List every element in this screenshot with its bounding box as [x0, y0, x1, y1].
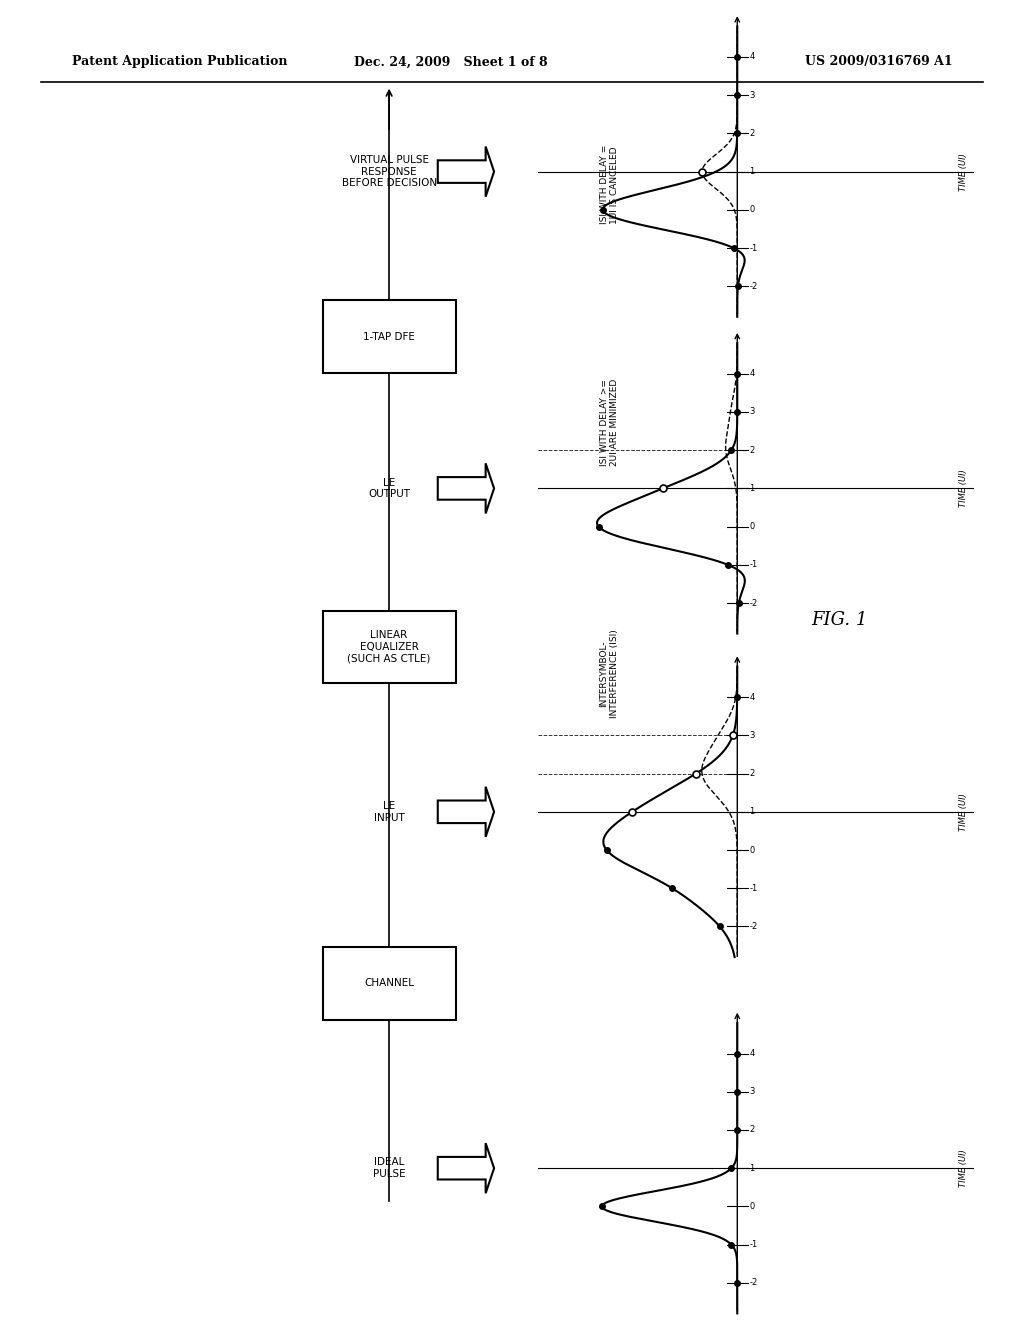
- Text: 1: 1: [750, 484, 755, 492]
- Text: -1: -1: [750, 560, 758, 569]
- Text: 2: 2: [750, 770, 755, 777]
- Polygon shape: [438, 463, 495, 513]
- Text: 3: 3: [750, 731, 755, 741]
- Text: 3: 3: [750, 408, 755, 417]
- Text: 0: 0: [750, 1203, 755, 1210]
- Text: 4: 4: [750, 370, 755, 379]
- Text: ISI WITH DELAY >=
2UI ARE MINIMIZED: ISI WITH DELAY >= 2UI ARE MINIMIZED: [600, 379, 618, 466]
- Polygon shape: [438, 787, 495, 837]
- Text: 0: 0: [750, 523, 755, 531]
- Text: -1: -1: [750, 883, 758, 892]
- Text: CHANNEL: CHANNEL: [365, 978, 414, 989]
- FancyBboxPatch shape: [323, 948, 456, 1019]
- Text: 4: 4: [750, 53, 755, 62]
- Text: 3: 3: [750, 91, 755, 100]
- Text: -1: -1: [750, 243, 758, 252]
- Text: LE
INPUT: LE INPUT: [374, 801, 404, 822]
- Polygon shape: [438, 1143, 495, 1193]
- Text: TIME (UI): TIME (UI): [958, 470, 968, 507]
- Text: 1: 1: [750, 808, 755, 816]
- Text: VIRTUAL PULSE
RESPONSE
BEFORE DECISION: VIRTUAL PULSE RESPONSE BEFORE DECISION: [342, 154, 436, 189]
- Text: -2: -2: [750, 1278, 758, 1287]
- Text: LINEAR
EQUALIZER
(SUCH AS CTLE): LINEAR EQUALIZER (SUCH AS CTLE): [347, 630, 431, 664]
- Text: 0: 0: [750, 206, 755, 214]
- FancyBboxPatch shape: [323, 300, 456, 372]
- Text: FIG. 1: FIG. 1: [811, 611, 868, 630]
- Text: 1: 1: [750, 168, 755, 176]
- Text: INTERSYMBOL-
INTERFERENCE (ISI): INTERSYMBOL- INTERFERENCE (ISI): [600, 628, 618, 718]
- Text: ISI WITH DELAY =
1UI IS CANCELED: ISI WITH DELAY = 1UI IS CANCELED: [600, 145, 618, 224]
- Text: IDEAL
PULSE: IDEAL PULSE: [373, 1158, 406, 1179]
- Text: -2: -2: [750, 921, 758, 931]
- Text: Patent Application Publication: Patent Application Publication: [72, 55, 287, 69]
- Text: -1: -1: [750, 1239, 758, 1249]
- Text: 2: 2: [750, 1126, 755, 1134]
- FancyBboxPatch shape: [323, 610, 456, 684]
- Text: 1-TAP DFE: 1-TAP DFE: [364, 331, 415, 342]
- Text: TIME (UI): TIME (UI): [958, 1150, 968, 1187]
- Text: 0: 0: [750, 846, 755, 854]
- Text: 1: 1: [750, 1164, 755, 1172]
- Text: -2: -2: [750, 281, 758, 290]
- Text: US 2009/0316769 A1: US 2009/0316769 A1: [805, 55, 952, 69]
- Text: 4: 4: [750, 1049, 755, 1059]
- Text: 2: 2: [750, 129, 755, 137]
- Text: LE
OUTPUT: LE OUTPUT: [368, 478, 411, 499]
- Text: Dec. 24, 2009   Sheet 1 of 8: Dec. 24, 2009 Sheet 1 of 8: [353, 55, 548, 69]
- Text: TIME (UI): TIME (UI): [958, 793, 968, 830]
- Text: TIME (UI): TIME (UI): [958, 153, 968, 190]
- Text: 2: 2: [750, 446, 755, 454]
- Text: -2: -2: [750, 598, 758, 607]
- Polygon shape: [438, 147, 495, 197]
- Text: 3: 3: [750, 1088, 755, 1097]
- Text: 4: 4: [750, 693, 755, 702]
